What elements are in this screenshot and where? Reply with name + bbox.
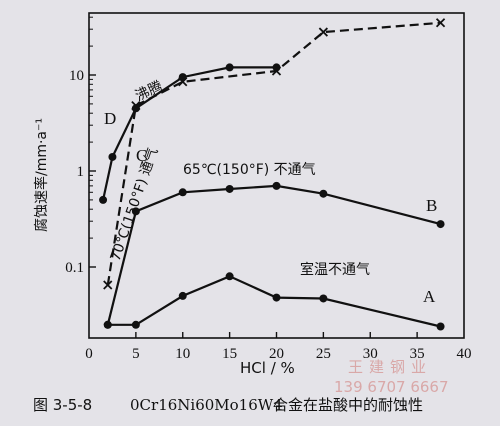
x-tick-label: 5 [132, 346, 140, 362]
series-line-a [107, 275, 441, 328]
plot-markers [99, 18, 446, 331]
data-point-d [108, 152, 117, 161]
x-marker-stroke [318, 27, 329, 37]
y-axis-ticks: 0.1 1 10 [65, 16, 96, 276]
y-tick-label: 10 [69, 68, 84, 84]
data-point-b [131, 207, 140, 216]
x-tick-label: 15 [222, 346, 237, 362]
x-tick-label: 35 [410, 346, 425, 362]
y-tick-label: 0.1 [65, 260, 84, 276]
series-line-c [106, 21, 441, 286]
x-tick-label: 10 [175, 346, 190, 362]
x-tick-label: 25 [316, 346, 331, 362]
data-point-d [225, 63, 234, 72]
curve-label-c: C [136, 146, 147, 165]
series-line-d [102, 66, 277, 201]
caption-text: 合金在盐酸中的耐蚀性 [273, 396, 423, 414]
x-axis-ticks: 0 5 10 15 20 25 30 35 40 [85, 332, 472, 362]
curve-label-d: D [104, 109, 116, 128]
y-tick-label: 1 [77, 164, 85, 180]
data-point-b [225, 184, 234, 193]
data-point-a [131, 320, 140, 329]
data-point-a [225, 272, 234, 281]
data-point-a [436, 322, 445, 331]
caption-number: 图 3-5-8 [33, 396, 92, 414]
data-point-a [319, 294, 328, 303]
figure-caption: 图 3-5-8 0Cr16Ni60Mo16W4 合金在盐酸中的耐蚀性 [33, 396, 423, 414]
annotation-65c: 65℃(150°F) 不通气 [183, 162, 316, 178]
data-point-d [131, 104, 140, 113]
data-point-b [103, 320, 112, 329]
caption-alloy: 0Cr16Ni60Mo16W4 [130, 396, 283, 414]
y-axis-label: 腐蚀速率/mm·a⁻¹ [33, 118, 50, 232]
x-marker-stroke [435, 18, 446, 28]
watermark: 王建钢业 139 6707 6667 [334, 358, 449, 396]
data-point-a [272, 293, 281, 302]
x-tick-label: 20 [269, 346, 284, 362]
data-point-c [318, 27, 329, 37]
x-axis-label: HCl / % [240, 359, 295, 377]
data-point-b [178, 188, 187, 197]
curve-label-b: B [426, 196, 437, 215]
x-marker-stroke [103, 280, 113, 290]
data-point-a [178, 291, 187, 300]
watermark-name: 王建钢业 [348, 358, 432, 376]
data-point-c [103, 280, 113, 290]
x-tick-label: 30 [363, 346, 378, 362]
x-tick-label: 40 [457, 346, 472, 362]
series-line-b [106, 184, 441, 326]
data-point-d [99, 195, 108, 204]
curve-label-a: A [423, 287, 436, 306]
data-point-c [435, 18, 446, 28]
watermark-phone: 139 6707 6667 [334, 378, 449, 396]
data-point-d [178, 73, 187, 82]
data-point-b [436, 220, 445, 229]
data-point-d [272, 63, 281, 72]
x-tick-label: 0 [85, 346, 93, 362]
data-point-b [272, 181, 281, 190]
annotation-room-temp: 室温不通气 [300, 261, 370, 278]
data-point-b [319, 189, 328, 198]
